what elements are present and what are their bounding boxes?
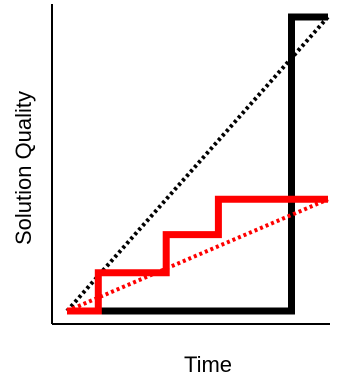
series-black-solid-line bbox=[67, 13, 328, 315]
series-red-solid-line bbox=[67, 195, 328, 315]
x-axis-label: Time bbox=[184, 352, 232, 377]
y-axis-label: Solution Quality bbox=[11, 91, 36, 245]
series-red-dotted-line bbox=[66, 197, 329, 313]
series-layer bbox=[65, 13, 330, 315]
